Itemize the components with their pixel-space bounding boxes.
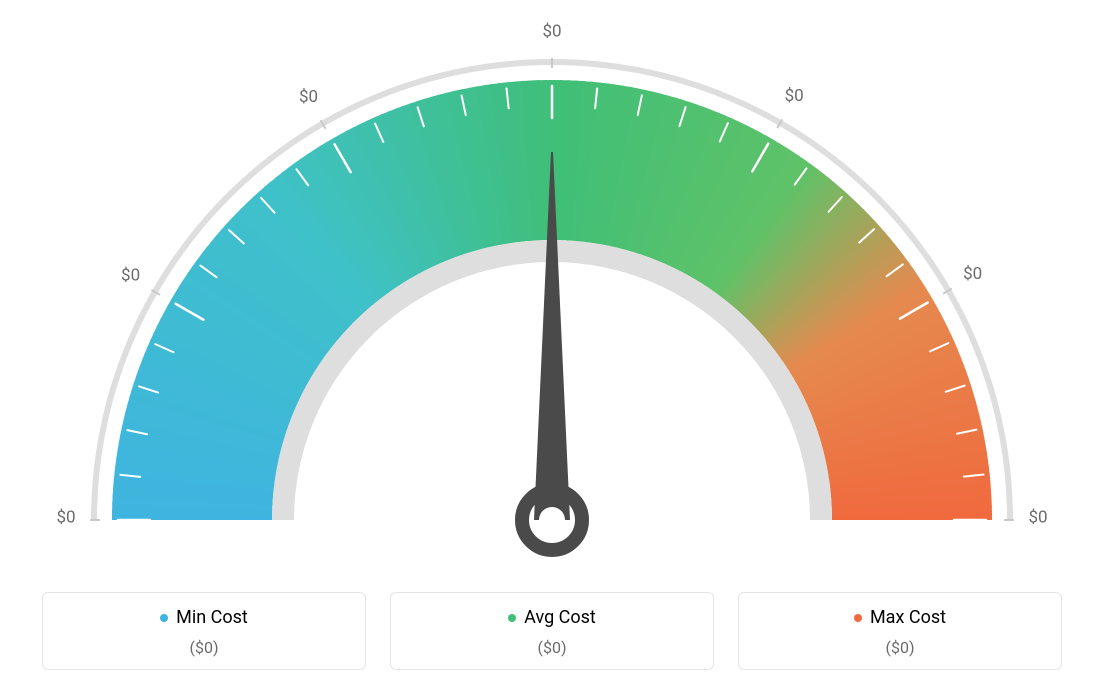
tick-label: $0 <box>963 264 982 284</box>
legend-card-min: Min Cost ($0) <box>42 592 366 671</box>
needle-hub-hole <box>539 507 565 533</box>
legend-row: Min Cost ($0) Avg Cost ($0) Max Cost ($0… <box>42 592 1062 671</box>
legend-label-avg: Avg Cost <box>524 607 596 628</box>
legend-value-max: ($0) <box>757 638 1043 657</box>
gauge-area: $0 $0 $0 $0 $0 $0 $0 <box>52 20 1052 560</box>
legend-title-avg: Avg Cost <box>508 607 596 628</box>
tick-label: $0 <box>1028 507 1047 527</box>
tick-label: $0 <box>56 507 75 527</box>
gauge-chart-container: $0 $0 $0 $0 $0 $0 $0 Min Cost ($0) Avg Cost ($… <box>0 0 1104 690</box>
legend-value-min: ($0) <box>61 638 347 657</box>
tick-label: $0 <box>542 21 561 41</box>
tick-label: $0 <box>785 86 804 106</box>
legend-card-avg: Avg Cost ($0) <box>390 592 714 671</box>
tick-label: $0 <box>121 265 140 285</box>
legend-label-max: Max Cost <box>870 607 946 628</box>
legend-dot-min <box>160 614 168 622</box>
gauge-svg: $0 $0 $0 $0 $0 $0 $0 <box>52 20 1052 560</box>
legend-label-min: Min Cost <box>176 607 248 628</box>
legend-card-max: Max Cost ($0) <box>738 592 1062 671</box>
legend-title-max: Max Cost <box>854 607 946 628</box>
legend-title-min: Min Cost <box>160 607 248 628</box>
legend-value-avg: ($0) <box>409 638 695 657</box>
tick-label: $0 <box>299 87 318 107</box>
legend-dot-avg <box>508 614 516 622</box>
legend-dot-max <box>854 614 862 622</box>
